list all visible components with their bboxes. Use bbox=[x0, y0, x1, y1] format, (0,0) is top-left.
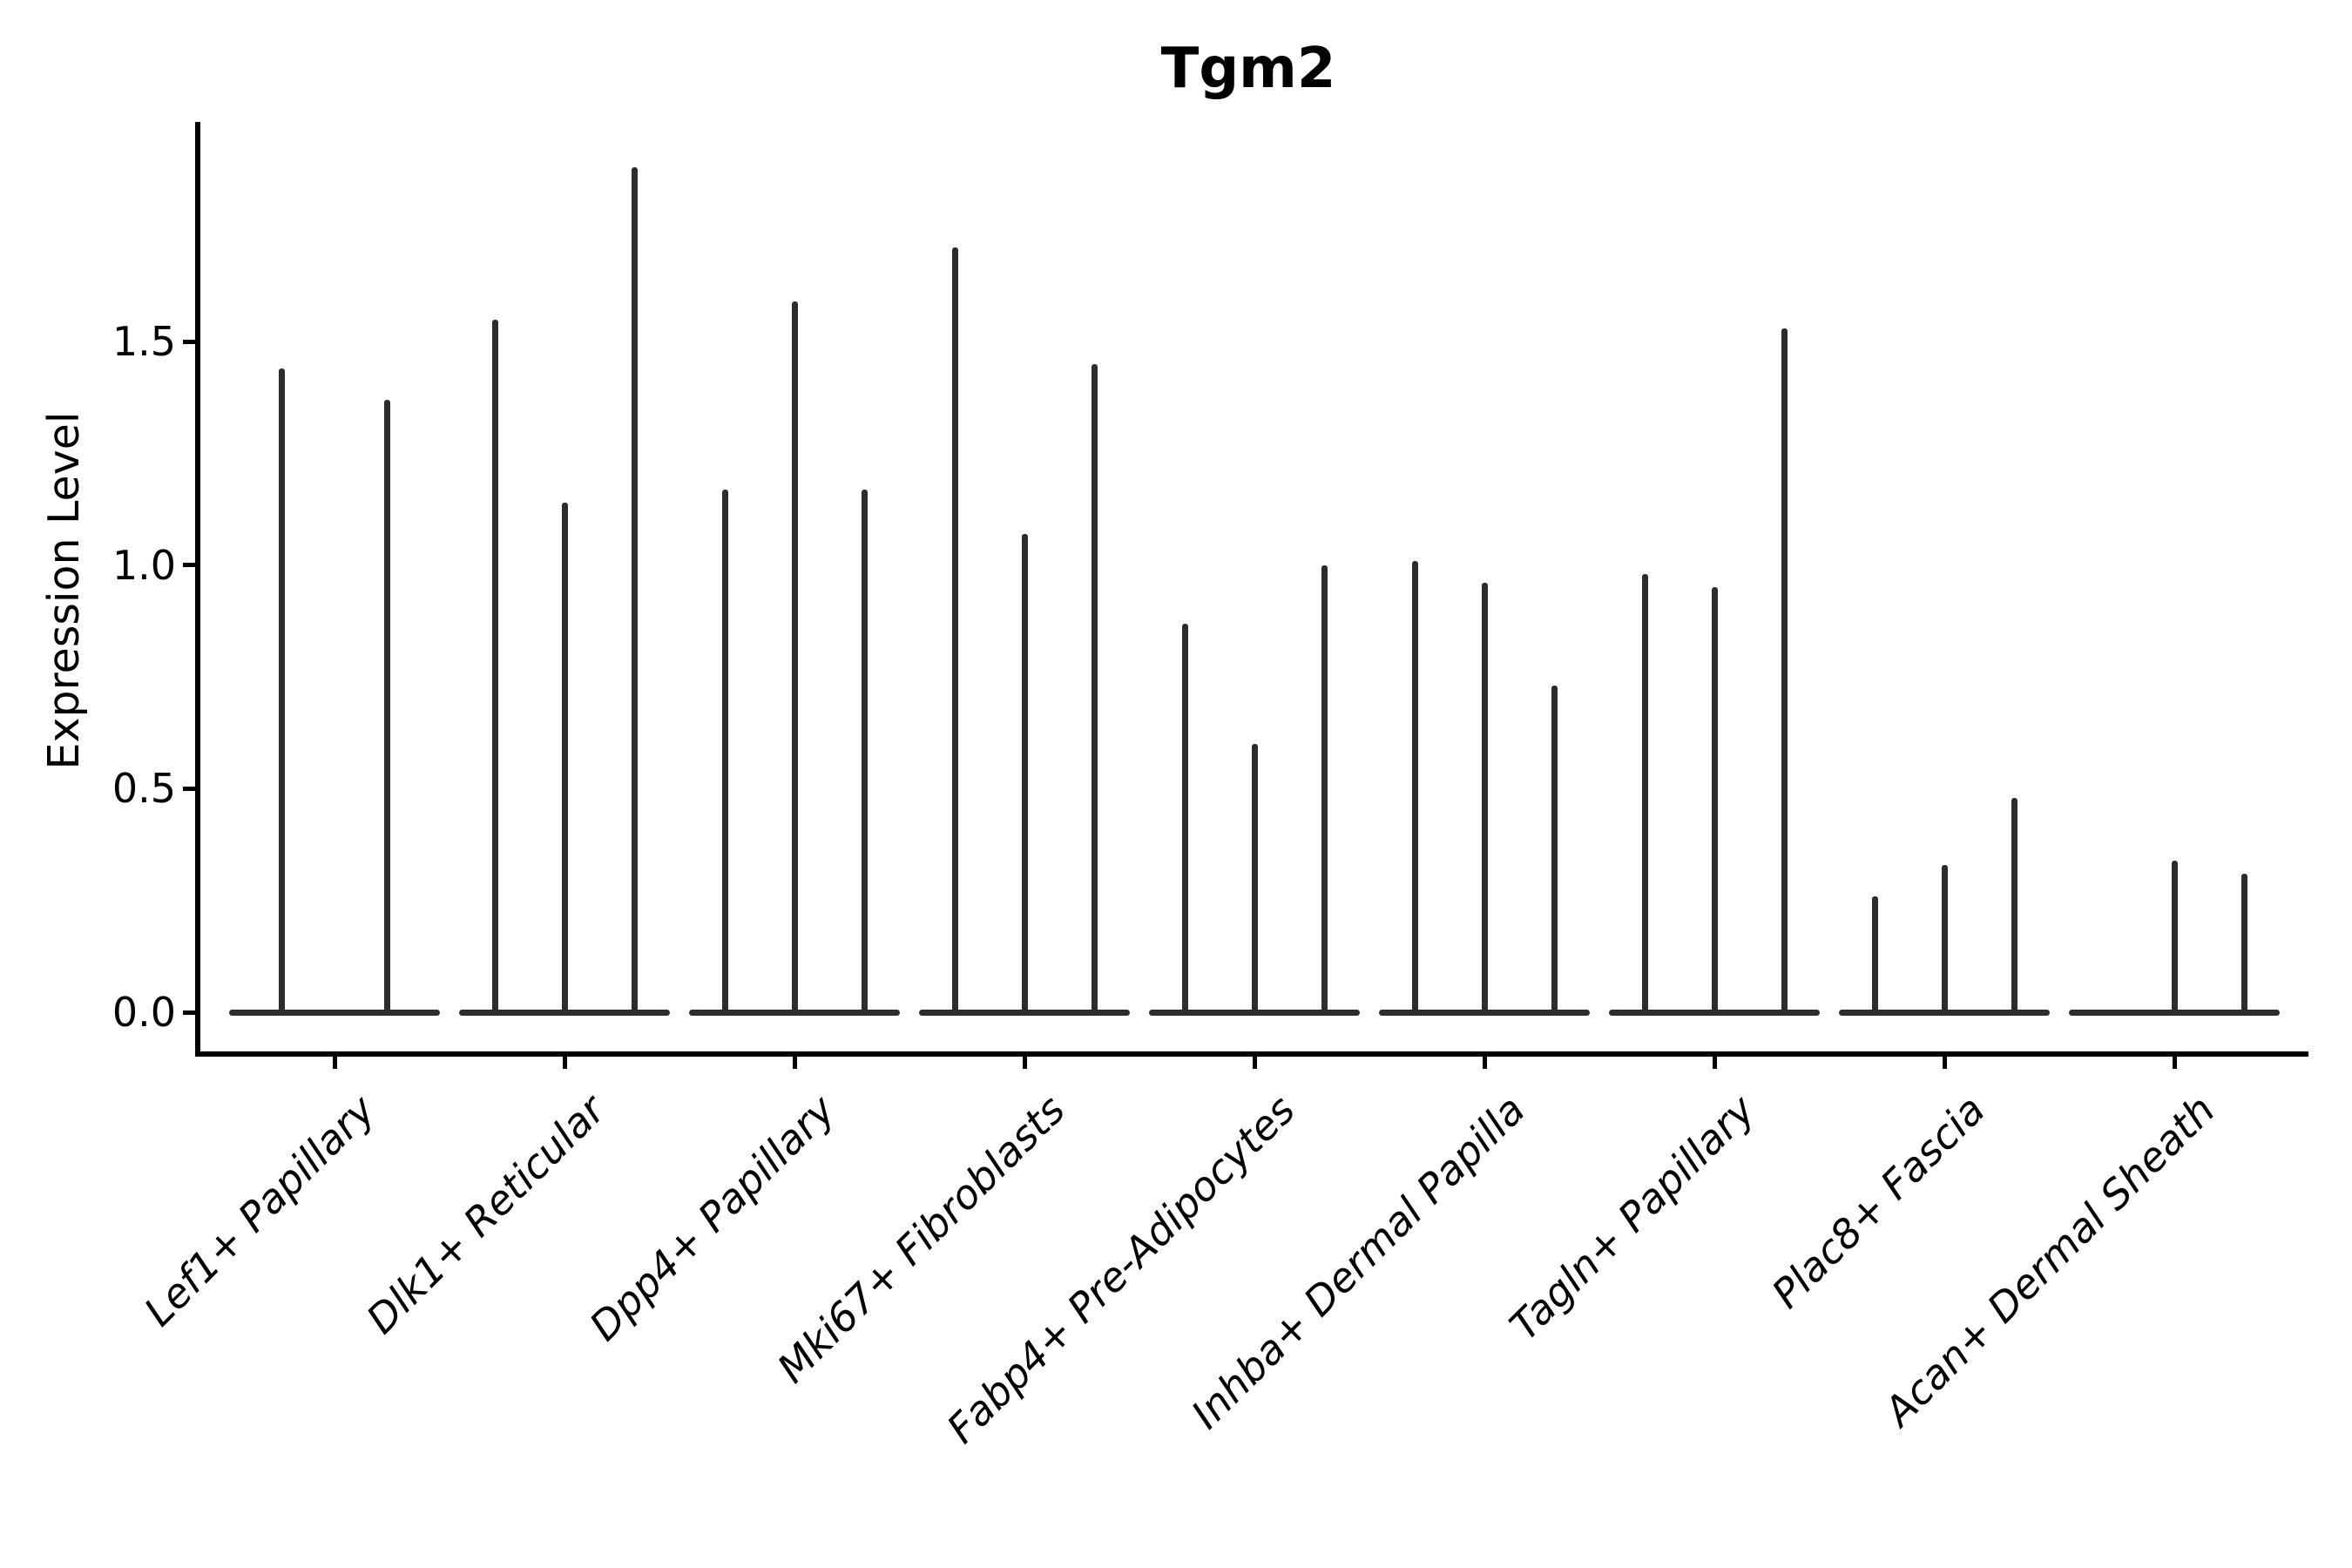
x-tick-label-6: Inhba+ Dermal Papilla bbox=[1182, 1085, 1534, 1438]
violin-spike-5-3 bbox=[1321, 564, 1328, 1014]
y-tick-0.0 bbox=[183, 1010, 195, 1015]
violin-spike-3-3 bbox=[861, 489, 868, 1014]
violin-spike-6-3 bbox=[1551, 686, 1558, 1014]
violin-spike-8-1 bbox=[1871, 896, 1878, 1014]
violin-spike-7-2 bbox=[1711, 587, 1718, 1014]
x-tick-8 bbox=[1942, 1057, 1947, 1069]
violin-base-1 bbox=[229, 1009, 440, 1016]
violin-spike-8-3 bbox=[2011, 797, 2017, 1014]
violin-spike-4-2 bbox=[1021, 533, 1028, 1014]
violin-spike-1-2 bbox=[384, 399, 390, 1014]
violin-spike-8-2 bbox=[1941, 864, 1948, 1014]
violin-spike-2-2 bbox=[561, 502, 568, 1014]
x-tick-label-8: Plac8+ Fascia bbox=[1762, 1085, 1994, 1318]
x-tick-7 bbox=[1712, 1057, 1717, 1069]
x-axis-spine bbox=[195, 1051, 2308, 1057]
violin-spike-4-1 bbox=[951, 247, 958, 1014]
x-tick-label-3: Dpp4+ Papillary bbox=[580, 1085, 844, 1350]
violin-spike-9-2 bbox=[2171, 860, 2178, 1014]
y-tick-label-0.0: 0.0 bbox=[112, 989, 176, 1036]
violin-spike-5-2 bbox=[1251, 744, 1258, 1014]
x-tick-label-5: Fabp4+ Pre-Adipocytes bbox=[937, 1085, 1304, 1453]
violin-spike-2-1 bbox=[491, 319, 498, 1014]
x-tick-label-4: Mki67+ Fibroblasts bbox=[767, 1085, 1074, 1392]
x-tick-2 bbox=[562, 1057, 567, 1069]
x-tick-1 bbox=[332, 1057, 337, 1069]
chart-title: Tgm2 bbox=[1160, 37, 1336, 101]
y-tick-label-1.0: 1.0 bbox=[112, 541, 176, 589]
x-tick-label-7: Tagln+ Papillary bbox=[1500, 1085, 1764, 1350]
violin-spike-3-1 bbox=[721, 489, 728, 1014]
y-axis-spine bbox=[195, 122, 200, 1057]
y-tick-1.5 bbox=[183, 339, 195, 344]
y-tick-label-1.5: 1.5 bbox=[112, 318, 176, 366]
violin-spike-1-1 bbox=[279, 368, 285, 1014]
violin-spike-7-1 bbox=[1641, 574, 1648, 1014]
violin-spike-2-3 bbox=[631, 167, 638, 1014]
violin-spike-4-3 bbox=[1091, 363, 1098, 1014]
violin-spike-5-1 bbox=[1181, 623, 1188, 1014]
violin-spike-6-2 bbox=[1481, 583, 1488, 1014]
x-tick-9 bbox=[2172, 1057, 2177, 1069]
x-tick-3 bbox=[792, 1057, 797, 1069]
x-tick-label-2: Dlk1+ Reticular bbox=[357, 1085, 614, 1343]
violin-spike-7-3 bbox=[1781, 328, 1788, 1014]
y-tick-1.0 bbox=[183, 563, 195, 568]
x-tick-label-9: Acan+ Dermal Sheath bbox=[1875, 1085, 2224, 1436]
x-tick-4 bbox=[1022, 1057, 1027, 1069]
violin-spike-9-3 bbox=[2240, 873, 2247, 1014]
x-tick-5 bbox=[1252, 1057, 1257, 1069]
x-tick-label-1: Lef1+ Papillary bbox=[134, 1085, 384, 1335]
y-tick-label-0.5: 0.5 bbox=[112, 765, 176, 813]
violin-spike-3-2 bbox=[791, 301, 798, 1014]
y-tick-0.5 bbox=[183, 786, 195, 791]
violin-spike-6-1 bbox=[1411, 560, 1418, 1014]
x-tick-6 bbox=[1482, 1057, 1487, 1069]
